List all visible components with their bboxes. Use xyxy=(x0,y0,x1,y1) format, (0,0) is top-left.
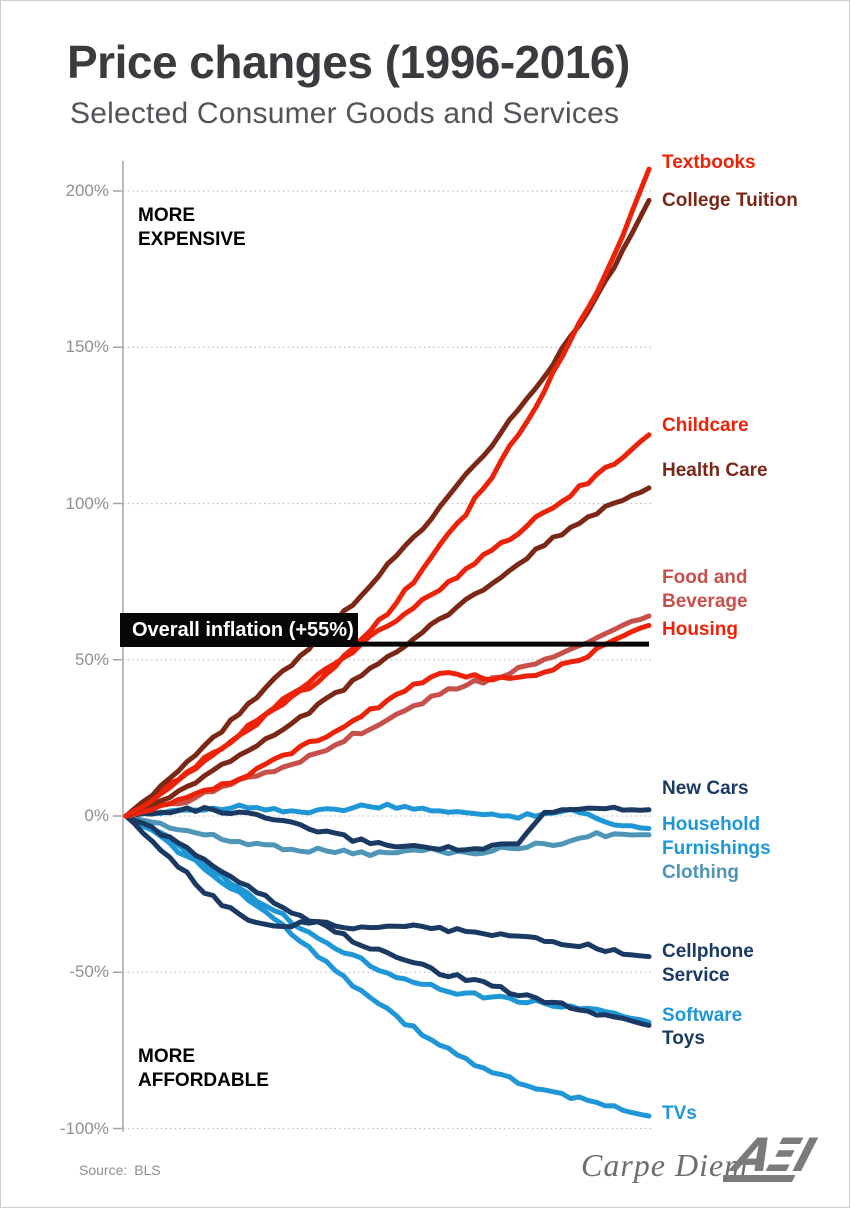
y-tick-label-50%: 50% xyxy=(74,649,109,669)
carpe-diem-watermark: Carpe Diem xyxy=(581,1147,749,1183)
aei-logo-swoosh xyxy=(723,1175,796,1182)
page-title: Price changes (1996-2016) xyxy=(67,36,630,88)
series-label-line: Furnishings xyxy=(662,838,771,859)
series-label-college_tuition: College Tuition xyxy=(662,189,798,213)
more-affordable-line1: MORE xyxy=(138,1046,195,1067)
series-label-line: New Cars xyxy=(662,778,749,799)
y-tick-label-150%: 150% xyxy=(65,337,109,357)
page-subtitle: Selected Consumer Goods and Services xyxy=(70,97,620,130)
series-label-line: Household xyxy=(662,814,761,835)
series-label-line: Beverage xyxy=(662,591,748,612)
series-label-textbooks: Textbooks xyxy=(662,151,756,175)
series-label-line: College Tuition xyxy=(662,190,798,211)
series-label-line: Clothing xyxy=(662,862,740,883)
series-line-clothing xyxy=(123,813,652,859)
series-label-childcare: Childcare xyxy=(662,414,749,438)
series-line-college_tuition xyxy=(123,197,652,819)
aei-logo: AΞI xyxy=(723,1129,823,1182)
series-line-health_care xyxy=(123,485,652,819)
series-label-health_care: Health Care xyxy=(662,459,768,483)
series-line-cellphone_service xyxy=(123,813,652,960)
series-label-toys: Toys xyxy=(662,1027,705,1051)
series-label-cellphone_service: Cellphone Service xyxy=(662,940,754,988)
y-tick-label-100%: 100% xyxy=(65,493,109,513)
source-value: BLS xyxy=(134,1162,161,1178)
overall-inflation-label: Overall inflation (+55%) xyxy=(120,613,358,647)
more-affordable-line2: AFFORDABLE xyxy=(138,1070,269,1091)
series-label-line: Health Care xyxy=(662,460,768,481)
series-label-line: Software xyxy=(662,1005,743,1026)
series-label-line: Food and xyxy=(662,567,748,588)
more-expensive-line1: MORE xyxy=(138,205,195,226)
series-label-tvs: TVs xyxy=(662,1102,697,1126)
series-label-software: Software xyxy=(662,1004,742,1028)
series-label-new_cars: New Cars xyxy=(662,777,749,801)
series-label-line: Service xyxy=(662,965,730,986)
series-label-line: Cellphone xyxy=(662,941,754,962)
series-line-toys xyxy=(123,813,652,1028)
aei-logo-text: AΞI xyxy=(723,1129,823,1182)
source-note: Source: BLS xyxy=(79,1162,161,1178)
series-label-clothing: Clothing xyxy=(662,861,739,885)
series-line-textbooks xyxy=(123,166,652,819)
series-label-line: Childcare xyxy=(662,415,749,436)
more-affordable-annotation: MORE AFFORDABLE xyxy=(138,1045,269,1093)
series-label-household_furnishings: Household Furnishings xyxy=(662,813,771,861)
more-expensive-annotation: MORE EXPENSIVE xyxy=(138,204,246,252)
series-label-line: Toys xyxy=(662,1028,705,1049)
y-tick-label-200%: 200% xyxy=(65,181,109,200)
series-line-software xyxy=(123,813,652,1025)
series-line-tvs xyxy=(123,813,652,1119)
series-label-housing: Housing xyxy=(662,618,738,642)
series-label-food_beverage: Food and Beverage xyxy=(662,566,748,614)
y-tick-label--100%: -100% xyxy=(59,1118,109,1138)
series-label-line: Textbooks xyxy=(662,152,756,173)
series-label-line: TVs xyxy=(662,1103,697,1124)
y-tick-label-0%: 0% xyxy=(84,806,109,825)
series-line-new_cars xyxy=(123,804,652,853)
source-label: Source: xyxy=(79,1162,128,1178)
more-expensive-line2: EXPENSIVE xyxy=(138,229,246,250)
y-tick-label--50%: -50% xyxy=(69,962,109,982)
series-line-housing xyxy=(123,622,652,819)
series-label-line: Housing xyxy=(662,619,738,640)
